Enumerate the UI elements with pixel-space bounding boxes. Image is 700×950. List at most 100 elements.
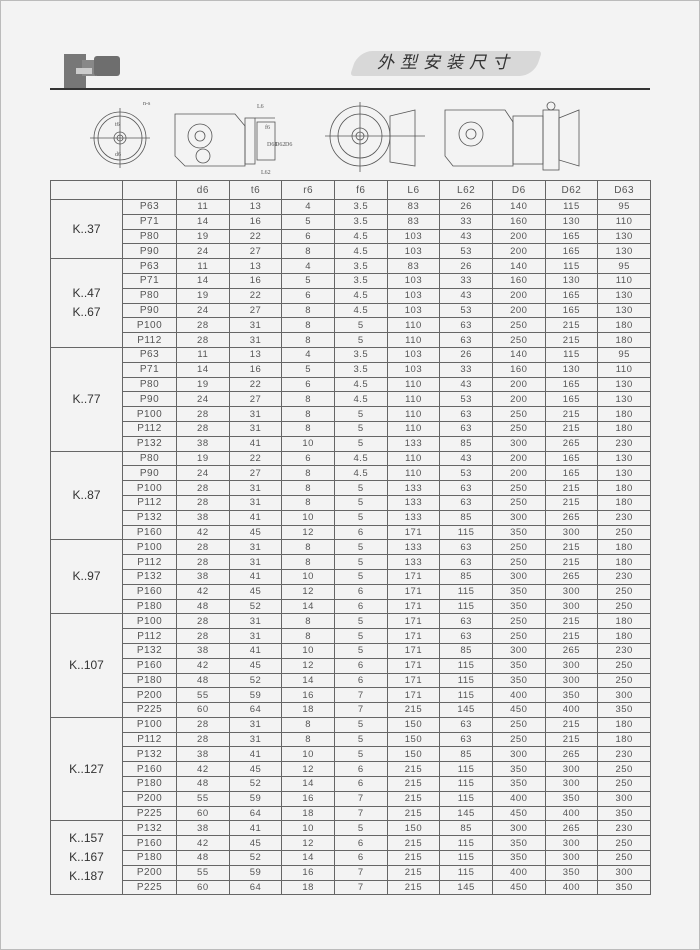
model-cell: K..107: [50, 613, 123, 718]
value-cell-r6: 8: [281, 302, 335, 319]
value-cell-r6: 8: [281, 480, 335, 496]
value-cell-f6: 6: [333, 672, 388, 689]
value-cell-l62: 85: [439, 509, 493, 526]
table-row: P71 14 16 5 3.5 103 33 160 130 110: [51, 272, 651, 289]
model-cell: K..77: [50, 346, 123, 452]
value-cell-f6: 3.5: [333, 258, 388, 274]
value-cell-l62: 115: [439, 583, 493, 600]
value-cell-l62: 53: [439, 391, 493, 408]
value-cell-t6: 41: [228, 568, 283, 585]
value-cell-l6: 150: [386, 746, 441, 763]
value-cell-d6: 160: [491, 361, 546, 378]
flange-size-cell: P112: [122, 554, 177, 570]
table-row: P71 14 16 5 3.5 103 33 160 130 110: [51, 361, 651, 378]
table-row: P200 55 59 16 7 171 115 400 350 300: [51, 687, 651, 704]
value-cell-t6: 31: [228, 480, 283, 496]
table-row: P132 38 41 10 5 171 85 300 265 230: [51, 568, 651, 585]
value-cell-d6: 14: [176, 361, 230, 378]
flange-size-cell: P63: [122, 346, 177, 363]
header-blank-cell: [122, 180, 177, 200]
value-cell-d63: 180: [597, 716, 651, 733]
table-row: P100 28 31 8 5 110 63 250 215 180: [51, 317, 651, 334]
flange-size-cell: P100: [122, 406, 177, 422]
value-cell-d63: 250: [597, 761, 651, 778]
value-cell-d6: 42: [176, 583, 230, 600]
value-cell-d6: 28: [176, 317, 230, 334]
flange-size-cell: P180: [122, 776, 177, 792]
value-cell-d6: 300: [491, 568, 546, 585]
value-cell-f6: 3.5: [333, 346, 388, 363]
value-cell-d6: 450: [491, 879, 546, 896]
flange-size-cell: P160: [122, 835, 177, 852]
value-cell-d6: 55: [176, 790, 230, 807]
value-cell-r6: 12: [281, 761, 335, 778]
side-view-drawing: L6 f6 D63 D62 D6 L62: [174, 104, 292, 176]
value-cell-r6: 14: [281, 850, 335, 866]
value-cell-r6: 10: [281, 820, 335, 837]
value-cell-f6: 3.5: [333, 213, 388, 230]
value-cell-d6: 300: [491, 435, 546, 452]
value-cell-t6: 52: [228, 672, 283, 689]
model-cell: K..87: [50, 450, 123, 541]
value-cell-r6: 16: [281, 790, 335, 807]
value-cell-t6: 22: [228, 287, 283, 304]
value-cell-l62: 63: [439, 406, 493, 422]
value-cell-f6: 5: [333, 554, 388, 570]
table-row: P160 42 45 12 6 171 115 350 300 250: [51, 583, 651, 600]
value-cell-d6: 28: [176, 716, 230, 733]
value-cell-d63: 110: [597, 272, 651, 289]
table-row: P200 55 59 16 7 215 115 400 350 300: [51, 864, 651, 881]
t6-label: t6: [115, 122, 120, 128]
value-cell-d62: 215: [544, 539, 599, 556]
value-cell-t6: 22: [228, 228, 283, 245]
value-cell-d63: 350: [597, 702, 651, 718]
value-cell-l6: 110: [386, 391, 441, 408]
flange-front-view: n-s t6 d6: [90, 101, 151, 168]
value-cell-d63: 230: [597, 746, 651, 763]
value-cell-d6: 38: [176, 435, 230, 452]
value-cell-d62: 115: [544, 258, 599, 274]
table-row: P225 60 64 18 7 215 145 450 400 350: [51, 702, 651, 718]
column-header-l62: L62: [439, 180, 493, 200]
value-cell-d6: 38: [176, 820, 230, 837]
value-cell-r6: 18: [281, 702, 335, 718]
value-cell-r6: 8: [281, 465, 335, 482]
value-cell-f6: 3.5: [333, 272, 388, 289]
value-cell-t6: 41: [228, 820, 283, 837]
table-row: P90 24 27 8 4.5 110 53 200 165 130: [51, 391, 651, 408]
flange-size-cell: P80: [122, 450, 177, 467]
value-cell-t6: 52: [228, 776, 283, 792]
value-cell-l6: 110: [386, 450, 441, 467]
value-cell-l62: 115: [439, 687, 493, 704]
value-cell-d6: 28: [176, 628, 230, 644]
table-header-row: d6 t6 r6 f6 L6 L62 D6 D62 D63: [50, 180, 651, 200]
value-cell-d62: 300: [544, 657, 599, 674]
value-cell-r6: 8: [281, 317, 335, 334]
value-cell-d6: 24: [176, 302, 230, 319]
value-cell-t6: 22: [228, 450, 283, 467]
model-label: K..97: [72, 569, 101, 584]
value-cell-d63: 300: [597, 687, 651, 704]
value-cell-d6: 38: [176, 568, 230, 585]
value-cell-l62: 53: [439, 243, 493, 260]
value-cell-d6: 250: [491, 539, 546, 556]
value-cell-t6: 41: [228, 746, 283, 763]
value-cell-t6: 45: [228, 835, 283, 852]
value-cell-l62: 53: [439, 302, 493, 319]
value-cell-d6: 42: [176, 524, 230, 541]
value-cell-d62: 215: [544, 317, 599, 334]
value-cell-l6: 171: [386, 613, 441, 630]
value-cell-l6: 215: [386, 850, 441, 866]
column-header-t6: t6: [228, 180, 283, 200]
value-cell-l62: 115: [439, 790, 493, 807]
value-cell-l62: 115: [439, 657, 493, 674]
flange-size-cell: P112: [122, 332, 177, 348]
column-header-d6: d6: [176, 180, 230, 200]
value-cell-t6: 41: [228, 435, 283, 452]
value-cell-l6: 103: [386, 243, 441, 260]
value-cell-t6: 31: [228, 731, 283, 748]
model-label: K..47: [72, 286, 101, 301]
value-cell-t6: 31: [228, 628, 283, 644]
value-cell-d6: 160: [491, 213, 546, 230]
value-cell-d6: 250: [491, 332, 546, 348]
